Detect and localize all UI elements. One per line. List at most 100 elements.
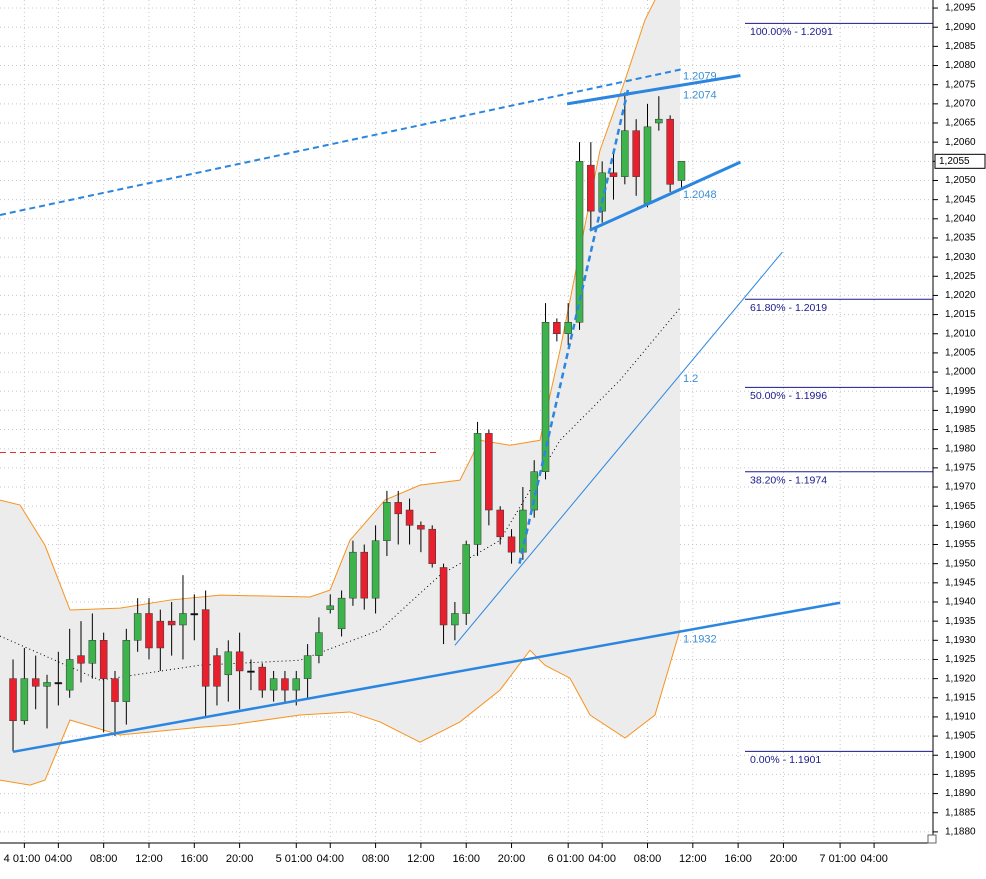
candle-body — [20, 678, 29, 722]
y-tick-label: 1,1990 — [945, 405, 976, 416]
y-tick-label: 1,2050 — [945, 175, 976, 186]
candle-body — [247, 670, 255, 673]
candle-body — [133, 613, 142, 641]
y-tick-label: 1,1900 — [945, 750, 976, 761]
candle-body — [439, 567, 448, 626]
y-tick-label: 1,1995 — [945, 386, 976, 397]
candle-body — [9, 678, 17, 722]
y-tick-label: 1,1965 — [945, 501, 976, 512]
candle-body — [360, 551, 368, 599]
candle-body — [507, 536, 516, 553]
y-tick-label: 1,1895 — [945, 769, 976, 780]
x-tick-label: 20:00 — [226, 853, 254, 865]
trend-label: 1.2 — [683, 373, 698, 385]
candle-body — [564, 322, 572, 335]
trend-line — [454, 251, 783, 646]
candle-body — [485, 433, 493, 511]
candle-body — [303, 655, 312, 679]
candle-body — [65, 659, 74, 691]
candle-body — [553, 322, 561, 335]
y-tick-label: 1,2020 — [945, 290, 976, 301]
y-tick-label: 1,1910 — [945, 712, 976, 723]
x-tick-label: 04:00 — [316, 853, 344, 865]
x-tick-label: 6 01:00 — [547, 853, 584, 865]
y-tick-label: 1,2065 — [945, 118, 976, 129]
y-tick-label: 1,2080 — [945, 60, 976, 71]
y-tick-label: 1,2040 — [945, 213, 976, 224]
candle-body — [677, 161, 686, 181]
y-tick-label: 1,1930 — [945, 635, 976, 646]
band-middle — [0, 307, 681, 681]
band-lower — [0, 629, 681, 786]
x-tick-label: 16:00 — [181, 853, 209, 865]
y-tick-label: 1,1940 — [945, 597, 976, 608]
fib-label: 50.00% - 1.1996 — [750, 390, 827, 402]
x-tick-label: 20:00 — [498, 853, 526, 865]
candle-body — [224, 651, 233, 676]
y-tick-label: 1,2000 — [945, 367, 976, 378]
candle-body — [655, 118, 663, 124]
y-tick-label: 1,2085 — [945, 41, 976, 52]
candle-body — [88, 640, 97, 664]
candle-body — [77, 655, 85, 664]
candle-body — [337, 597, 346, 630]
candle-body — [417, 525, 425, 530]
y-tick-label: 1,1985 — [945, 424, 976, 435]
trend-label: 1.2074 — [683, 89, 717, 101]
candle-body — [496, 509, 504, 538]
candle-body — [156, 620, 165, 649]
fib-label: 0.00% - 1.1901 — [750, 754, 821, 766]
candle-body — [99, 640, 108, 679]
candle-body — [326, 605, 335, 610]
candle-body — [405, 509, 414, 526]
y-tick-label: 1,2035 — [945, 233, 976, 244]
candle-body — [349, 551, 357, 599]
y-tick-label: 1,1890 — [945, 788, 976, 799]
candle-body — [473, 433, 482, 545]
candle-body — [383, 502, 391, 541]
candle-body — [213, 655, 221, 687]
y-tick-label: 1,2045 — [945, 194, 976, 205]
y-tick-label: 1,2090 — [945, 22, 976, 33]
corner-box — [927, 834, 937, 844]
trend-label: 1.1932 — [683, 634, 717, 646]
y-tick-label: 1,1920 — [945, 673, 976, 684]
candle-body — [587, 164, 595, 212]
x-tick-label: 08:00 — [90, 853, 118, 865]
x-tick-label: 08:00 — [362, 853, 390, 865]
candle-body — [632, 130, 640, 177]
candle-body — [190, 613, 199, 616]
x-tick-label: 4 01:00 — [4, 853, 41, 865]
candle-body — [145, 613, 153, 649]
candle-body — [179, 613, 187, 626]
candle-body — [31, 678, 40, 687]
candle-body — [541, 322, 550, 472]
y-tick-label: 1,1905 — [945, 731, 976, 742]
candle-body — [315, 632, 323, 656]
y-tick-label: 1,2025 — [945, 271, 976, 282]
y-tick-label: 1,2030 — [945, 252, 976, 263]
x-tick-label: 04:00 — [860, 853, 888, 865]
candle-body — [621, 130, 629, 177]
y-tick-label: 1,2010 — [945, 328, 976, 339]
y-tick-label: 1,2075 — [945, 79, 976, 90]
trend-line — [589, 160, 742, 232]
candle-body — [609, 172, 618, 177]
y-tick-label: 1,1915 — [945, 692, 976, 703]
x-tick-label: 08:00 — [634, 853, 662, 865]
trend-line — [0, 68, 682, 216]
plot-area: 100.00% - 1.2091 61.80% - 1.2019 50.00% - … — [0, 0, 933, 843]
candle-body — [428, 528, 436, 564]
candle-body — [54, 682, 63, 685]
x-tick-label: 12:00 — [679, 853, 707, 865]
candle-body — [201, 609, 210, 687]
y-tick-label: 1,1880 — [945, 827, 976, 838]
candle-body — [643, 126, 652, 204]
candle-body — [111, 678, 119, 702]
candle-body — [43, 682, 51, 687]
y-tick-label: 1,2060 — [945, 137, 976, 148]
candle-body — [122, 640, 131, 702]
y-tick-label: 1,1970 — [945, 482, 976, 493]
